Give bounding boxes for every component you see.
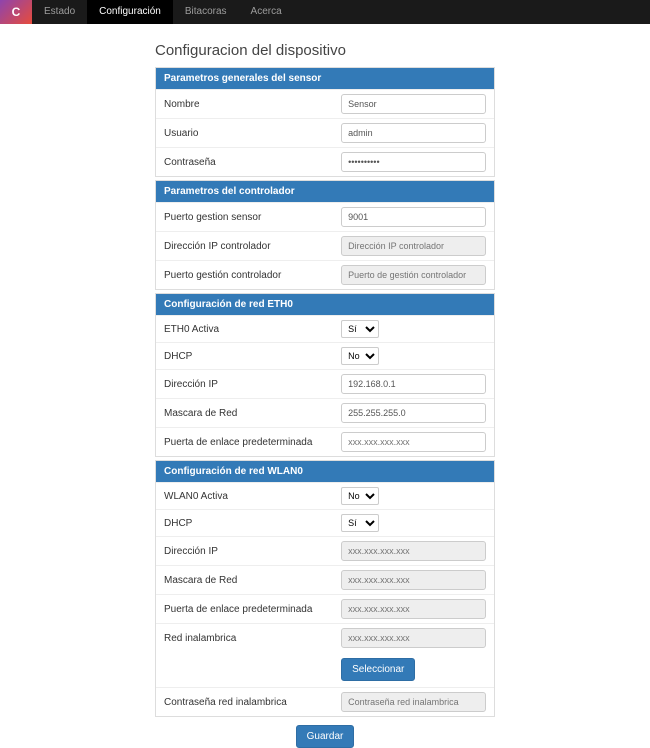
input-eth0-ip[interactable]: [341, 374, 486, 394]
input-wlan0-mascara: [341, 570, 486, 590]
label-eth0-activa: ETH0 Activa: [164, 324, 341, 335]
panel-eth0-heading: Configuración de red ETH0: [156, 294, 494, 315]
label-puerto-sensor: Puerto gestion sensor: [164, 212, 341, 223]
label-wlan0-ip: Dirección IP: [164, 546, 341, 557]
panel-sensor-heading: Parametros generales del sensor: [156, 68, 494, 89]
input-wlan0-ip: [341, 541, 486, 561]
input-contrasena[interactable]: [341, 152, 486, 172]
input-wlan0-pass: [341, 692, 486, 712]
label-wlan0-mascara: Mascara de Red: [164, 575, 341, 586]
panel-controlador: Parametros del controlador Puerto gestio…: [155, 180, 495, 290]
label-contrasena: Contraseña: [164, 157, 341, 168]
page-title: Configuracion del dispositivo: [155, 42, 495, 59]
label-wlan0-dhcp: DHCP: [164, 518, 341, 529]
input-ip-controlador: [341, 236, 486, 256]
select-eth0-dhcp[interactable]: No: [341, 347, 379, 365]
label-nombre: Nombre: [164, 99, 341, 110]
panel-wlan0: Configuración de red WLAN0 WLAN0 Activa …: [155, 460, 495, 717]
input-wlan0-red: [341, 628, 486, 648]
label-puerto-controlador: Puerto gestión controlador: [164, 270, 341, 281]
input-eth0-mascara[interactable]: [341, 403, 486, 423]
input-nombre[interactable]: [341, 94, 486, 114]
guardar-button[interactable]: Guardar: [296, 725, 355, 748]
nav-configuracion[interactable]: Configuración: [87, 0, 173, 24]
nav-estado[interactable]: Estado: [32, 0, 87, 24]
input-puerto-sensor[interactable]: [341, 207, 486, 227]
navbar: C Estado Configuración Bitacoras Acerca: [0, 0, 650, 24]
label-wlan0-activa: WLAN0 Activa: [164, 491, 341, 502]
label-eth0-mascara: Mascara de Red: [164, 408, 341, 419]
nav-bitacoras[interactable]: Bitacoras: [173, 0, 239, 24]
panel-controlador-heading: Parametros del controlador: [156, 181, 494, 202]
panel-sensor: Parametros generales del sensor Nombre U…: [155, 67, 495, 177]
brand-logo[interactable]: C: [0, 0, 32, 24]
select-wlan0-dhcp[interactable]: Sí: [341, 514, 379, 532]
label-wlan0-red: Red inalambrica: [164, 633, 341, 644]
panel-wlan0-heading: Configuración de red WLAN0: [156, 461, 494, 482]
label-eth0-dhcp: DHCP: [164, 351, 341, 362]
input-eth0-gateway[interactable]: [341, 432, 486, 452]
panel-eth0: Configuración de red ETH0 ETH0 Activa Sí…: [155, 293, 495, 457]
input-usuario[interactable]: [341, 123, 486, 143]
main-container: Configuracion del dispositivo Parametros…: [155, 42, 495, 748]
label-ip-controlador: Dirección IP controlador: [164, 241, 341, 252]
label-eth0-gateway: Puerta de enlace predeterminada: [164, 437, 341, 448]
input-puerto-controlador: [341, 265, 486, 285]
label-wlan0-gateway: Puerta de enlace predeterminada: [164, 604, 341, 615]
select-wlan0-activa[interactable]: No: [341, 487, 379, 505]
label-wlan0-pass: Contraseña red inalambrica: [164, 697, 341, 708]
input-wlan0-gateway: [341, 599, 486, 619]
nav-acerca[interactable]: Acerca: [239, 0, 294, 24]
label-eth0-ip: Dirección IP: [164, 379, 341, 390]
select-eth0-activa[interactable]: Sí: [341, 320, 379, 338]
seleccionar-button[interactable]: Seleccionar: [341, 658, 415, 681]
label-usuario: Usuario: [164, 128, 341, 139]
